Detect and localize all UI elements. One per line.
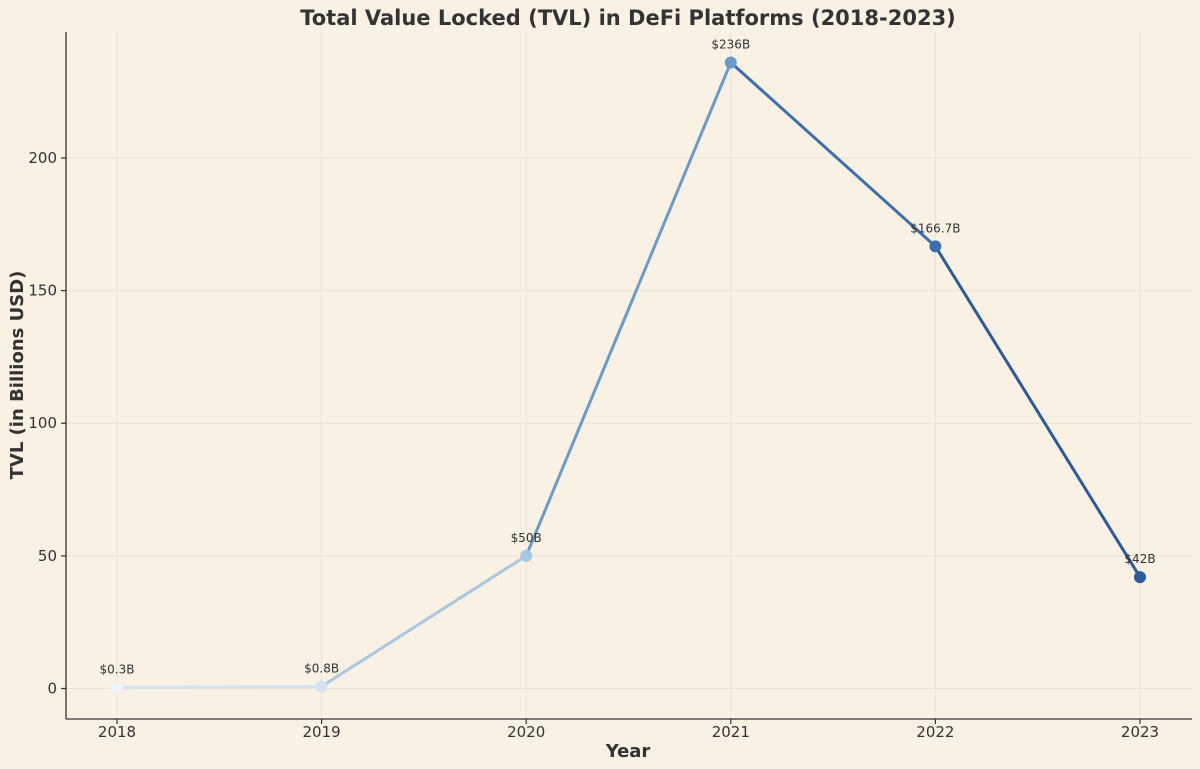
x-tick-label: 2022 <box>916 723 954 741</box>
line-segment <box>115 684 324 690</box>
y-tick-label: 0 <box>47 679 57 697</box>
x-tick-label: 2018 <box>98 723 136 741</box>
y-axis-label: TVL (in Billions USD) <box>7 271 28 480</box>
y-tick-label: 100 <box>28 414 57 432</box>
x-tick-label: 2021 <box>712 723 750 741</box>
data-label: $236B <box>711 38 750 52</box>
grid-lines <box>66 32 1192 719</box>
data-point <box>724 56 737 69</box>
x-tick-label: 2020 <box>507 723 545 741</box>
data-label: $0.8B <box>304 661 339 675</box>
y-tick-label: 50 <box>38 547 57 565</box>
line-segment <box>729 61 937 248</box>
y-axis-ticks: 0 50 100 150 200 <box>28 149 66 697</box>
data-point <box>520 549 533 562</box>
x-tick-label: 2023 <box>1121 723 1159 741</box>
y-tick-label: 150 <box>28 282 57 300</box>
data-point <box>111 681 123 694</box>
data-label: $42B <box>1124 552 1155 566</box>
x-axis-ticks: 2018 2019 2020 2021 2022 2023 <box>98 719 1159 741</box>
data-label: $0.3B <box>100 663 135 677</box>
x-axis-label: Year <box>605 741 651 762</box>
series-line <box>115 61 1142 690</box>
line-segment <box>320 554 528 688</box>
data-point <box>929 240 942 253</box>
line-segment <box>524 61 733 558</box>
y-tick-label: 200 <box>28 149 57 167</box>
chart-title: Total Value Locked (TVL) in DeFi Platfor… <box>300 6 956 30</box>
data-point <box>1134 571 1146 584</box>
data-point <box>315 680 328 693</box>
series-points <box>111 56 1146 694</box>
x-tick-label: 2019 <box>303 723 341 741</box>
data-labels: $0.3B $0.8B $50B $236B $166.7B $42B <box>100 38 1156 677</box>
data-label: $50B <box>511 531 542 545</box>
data-label: $166.7B <box>910 221 960 235</box>
line-segment <box>933 244 1142 579</box>
